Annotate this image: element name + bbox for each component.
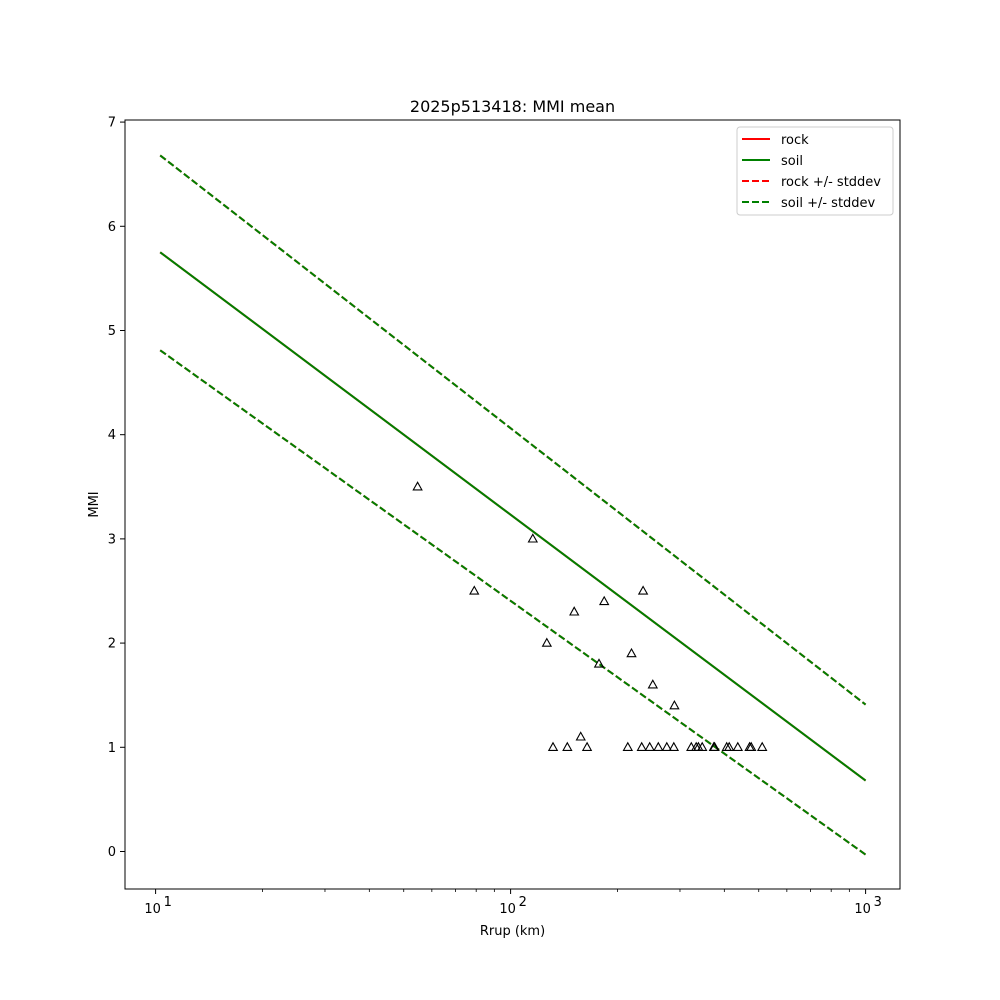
observation-marker-19: [668, 741, 680, 751]
x-axis-label: Rrup (km): [480, 924, 545, 939]
x-tick-exponent-1: 2: [519, 895, 527, 910]
observation-marker-24: [696, 741, 708, 751]
y-tick-label-0: 0: [108, 845, 116, 860]
plot-frame: [124, 119, 901, 890]
x-tick-label-0: 10: [144, 902, 161, 917]
observation-marker-0: [412, 481, 423, 491]
y-axis-label: MMI: [87, 491, 102, 517]
observation-marker-2: [527, 533, 539, 543]
observation-marker-28: [723, 741, 735, 751]
x-tick-exponent-0: 1: [164, 895, 172, 910]
y-tick-label-2: 2: [108, 637, 116, 652]
observation-marker-8: [581, 741, 593, 751]
x-tick-exponent-2: 3: [874, 895, 882, 910]
observation-marker-15: [644, 741, 655, 751]
series-line-1: [159, 251, 867, 782]
observation-marker-14: [637, 585, 649, 595]
observation-marker-26: [709, 741, 720, 751]
observation-marker-1: [469, 585, 480, 595]
chart-title: 2025p513418: MMI mean: [410, 97, 615, 116]
series-line-4: [159, 154, 867, 706]
observation-marker-10: [598, 595, 610, 606]
observation-marker-3: [541, 637, 553, 647]
legend-label-3: soil +/- stddev: [781, 196, 876, 211]
observation-marker-4: [547, 741, 559, 751]
observation-marker-11: [622, 741, 634, 751]
observation-marker-32: [756, 741, 768, 751]
observation-marker-16: [647, 679, 659, 689]
y-tick-label-1: 1: [108, 741, 116, 756]
y-tick-label-3: 3: [108, 532, 116, 547]
observation-marker-12: [626, 647, 637, 658]
legend-label-2: rock +/- stddev: [781, 175, 881, 190]
observation-marker-7: [575, 731, 586, 741]
observation-marker-21: [686, 741, 697, 751]
observation-marker-5: [562, 741, 573, 751]
legend: rock soil rock +/- stddev soil +/- stddev: [736, 126, 894, 216]
y-tick-label-7: 7: [108, 116, 116, 131]
y-tick-label-4: 4: [108, 428, 116, 443]
x-tick-label-2: 10: [854, 902, 871, 917]
observation-marker-31: [745, 741, 757, 751]
legend-label-0: rock: [781, 133, 809, 148]
observation-marker-20: [669, 699, 680, 710]
series-line-5: [159, 349, 867, 856]
x-tick-label-1: 10: [499, 902, 516, 917]
observation-marker-29: [732, 741, 744, 751]
legend-box: [736, 126, 894, 216]
observation-marker-17: [653, 741, 664, 751]
observation-marker-13: [636, 741, 647, 751]
observation-marker-9: [593, 658, 605, 668]
legend-label-1: soil: [781, 154, 803, 169]
y-tick-label-6: 6: [108, 220, 116, 235]
observation-marker-18: [661, 741, 673, 751]
observation-marker-6: [569, 606, 580, 616]
y-tick-label-5: 5: [108, 324, 116, 339]
